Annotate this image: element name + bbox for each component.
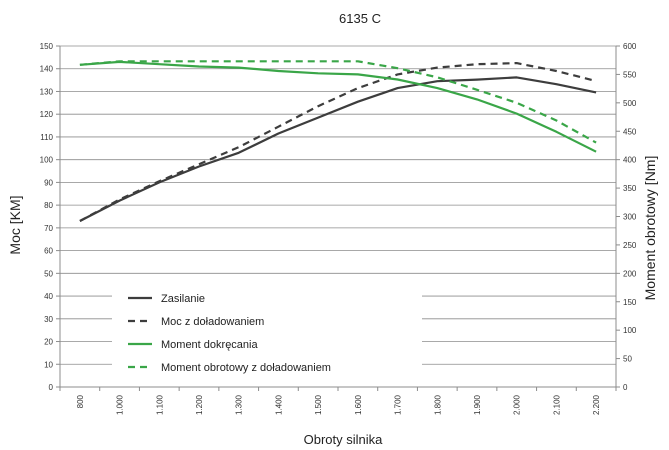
right-tick-label: 400 xyxy=(623,156,637,165)
left-tick-label: 90 xyxy=(44,178,53,187)
legend-label: Zasilanie xyxy=(161,293,205,305)
left-tick-label: 110 xyxy=(40,133,53,142)
right-tick-label: 50 xyxy=(623,355,632,364)
y-axis-label-left: Moc [KM] xyxy=(7,195,23,254)
x-tick-label: 1.200 xyxy=(195,394,204,415)
grid-lines xyxy=(60,45,616,365)
left-tick-label: 40 xyxy=(44,292,53,301)
right-tick-label: 300 xyxy=(623,213,637,222)
left-tick-label: 150 xyxy=(40,42,54,51)
x-tick-label: 1.500 xyxy=(314,394,323,415)
legend-label: Moc z doładowaniem xyxy=(161,316,264,328)
left-tick-label: 30 xyxy=(44,315,53,324)
left-tick-label: 60 xyxy=(44,247,53,256)
series-line xyxy=(79,60,597,153)
x-tick-label: 800 xyxy=(76,394,85,408)
left-tick-label: 20 xyxy=(44,338,53,347)
x-tick-label: 2.000 xyxy=(513,394,522,415)
left-tick-label: 120 xyxy=(40,110,54,119)
left-y-axis-ticks: 0 10 20 30 40 50 60 70 80 90 100 110 120 130 140 150 xyxy=(40,42,60,392)
series-line xyxy=(79,61,597,222)
left-tick-label: 80 xyxy=(44,201,53,210)
left-tick-label: 140 xyxy=(40,65,54,74)
x-tick-label: 2.100 xyxy=(552,394,561,415)
right-tick-label: 350 xyxy=(623,184,637,193)
right-tick-label: 450 xyxy=(623,127,637,136)
right-tick-label: 250 xyxy=(623,241,637,250)
legend-label: Moment dokręcania xyxy=(161,339,258,351)
x-tick-label: 1.400 xyxy=(274,394,283,415)
x-axis-ticks: 800 1.000 1.100 1.200 1.300 1.400 1.500 1.600 1.… xyxy=(59,387,617,415)
left-tick-label: 10 xyxy=(44,360,53,369)
left-tick-label: 100 xyxy=(40,156,54,165)
x-tick-label: 1.900 xyxy=(473,394,482,415)
right-tick-label: 0 xyxy=(623,383,628,392)
legend: Zasilanie Moc z doładowaniem Moment dokręc… xyxy=(112,284,422,380)
x-tick-label: 1.700 xyxy=(394,394,403,415)
x-tick-label: 1.800 xyxy=(433,394,442,415)
y-axis-label-right: Moment obrotowy [Nm] xyxy=(642,156,658,301)
left-tick-label: 70 xyxy=(44,224,53,233)
right-tick-label: 100 xyxy=(623,326,637,335)
right-tick-label: 550 xyxy=(623,70,637,79)
series-line xyxy=(79,76,597,222)
x-tick-label: 1.600 xyxy=(354,394,363,415)
right-tick-label: 150 xyxy=(623,298,637,307)
legend-background xyxy=(112,284,422,380)
series-lines xyxy=(79,60,597,222)
x-tick-label: 1.300 xyxy=(235,394,244,415)
left-tick-label: 50 xyxy=(44,269,53,278)
right-tick-label: 600 xyxy=(623,42,637,51)
x-tick-label: 2.200 xyxy=(592,394,601,415)
x-tick-label: 1.100 xyxy=(155,394,164,415)
legend-label: Moment obrotowy z doładowaniem xyxy=(161,362,331,374)
right-y-axis-ticks: 0 50 100 150 200 250 300 350 400 450 500 550 600 xyxy=(616,42,637,392)
right-tick-label: 500 xyxy=(623,99,637,108)
left-tick-label: 0 xyxy=(49,383,54,392)
series-line xyxy=(79,60,597,144)
chart-title: 6135 C xyxy=(339,11,381,26)
left-tick-label: 130 xyxy=(40,87,54,96)
right-tick-label: 200 xyxy=(623,269,637,278)
x-axis-label: Obroty silnika xyxy=(304,432,384,447)
x-tick-label: 1.000 xyxy=(116,394,125,415)
